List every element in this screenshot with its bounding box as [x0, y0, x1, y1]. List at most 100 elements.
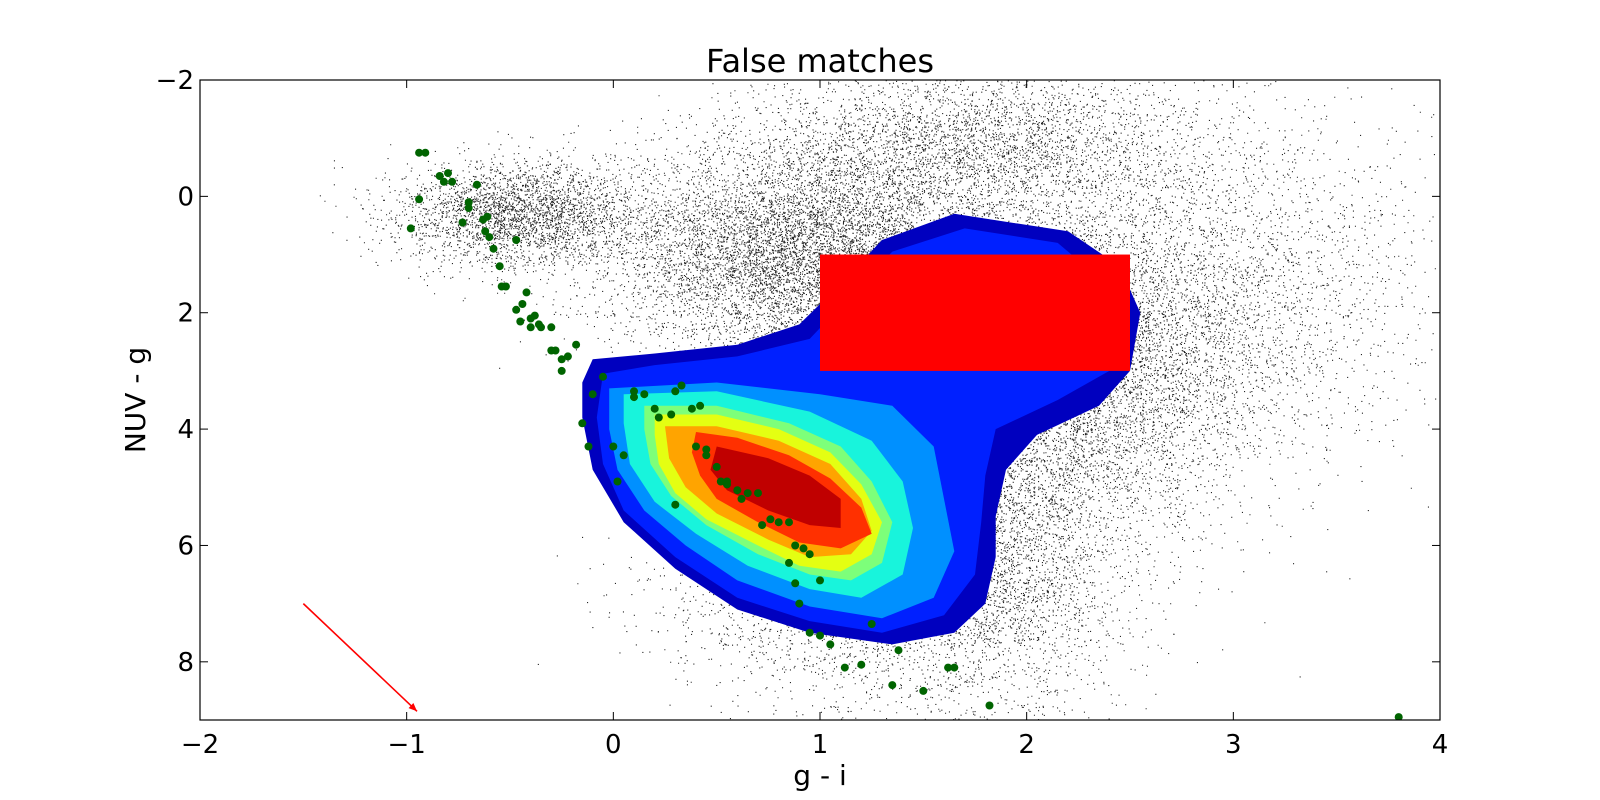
stellar-locus-point — [671, 500, 680, 509]
stellar-locus-point — [650, 404, 659, 413]
stellar-locus-point — [415, 148, 424, 157]
x-tick-label: 3 — [1225, 730, 1242, 760]
stellar-locus-point — [472, 180, 481, 189]
stellar-locus-point — [415, 195, 424, 204]
stellar-locus-point — [867, 620, 876, 628]
stellar-locus-point — [754, 489, 762, 498]
stellar-locus-point — [547, 346, 556, 355]
stellar-locus-point — [774, 518, 783, 527]
y-tick-label: 8 — [177, 648, 194, 678]
stellar-locus-point — [421, 148, 430, 157]
stellar-locus-point — [518, 300, 527, 308]
stellar-locus-point — [435, 172, 444, 180]
stellar-locus-point — [894, 646, 903, 655]
stellar-locus-point — [516, 317, 525, 326]
background-points-layer — [319, 80, 1440, 720]
stellar-locus-point — [584, 442, 593, 451]
stellar-locus-point — [640, 390, 649, 399]
y-tick-label: −2 — [156, 66, 194, 96]
arrow-layer — [302, 603, 418, 712]
stellar-locus-point — [785, 558, 793, 567]
stellar-locus-point — [609, 442, 618, 451]
stellar-locus-point — [944, 663, 953, 672]
stellar-locus-point — [667, 410, 676, 419]
x-tick-label: 2 — [1018, 730, 1035, 760]
x-axis-label: g - i — [793, 759, 846, 792]
stellar-locus-point — [840, 663, 849, 672]
stellar-locus-point — [737, 494, 746, 503]
stellar-locus-point — [572, 340, 581, 349]
stellar-locus-point — [733, 486, 742, 495]
stellar-locus-point — [677, 381, 686, 390]
x-axis-ticks: −2 −1 0 1 2 3 4 — [181, 80, 1448, 760]
reddening-arrow-shaft — [302, 603, 418, 712]
stellar-locus-point — [458, 218, 467, 227]
stellar-locus-point — [919, 686, 928, 695]
stellar-locus-point — [696, 401, 705, 410]
stellar-locus-point — [483, 212, 492, 221]
stellar-locus-points-layer — [406, 148, 1403, 720]
stellar-locus-point — [547, 323, 556, 332]
stellar-locus-point — [630, 393, 638, 402]
y-axis-label: NUV - g — [119, 347, 152, 453]
stellar-locus-point — [805, 550, 814, 559]
density-contour-level-9 — [710, 446, 841, 528]
stellar-locus-point — [557, 355, 566, 364]
stellar-locus-point — [537, 323, 545, 332]
stellar-locus-point — [578, 419, 587, 428]
stellar-locus-point — [512, 236, 521, 244]
stellar-locus-point — [985, 701, 994, 710]
stellar-locus-point — [1394, 713, 1403, 720]
y-axis-ticks: −2 0 2 4 6 8 — [156, 66, 1440, 678]
stellar-locus-point — [526, 323, 535, 332]
stellar-locus-point — [723, 477, 731, 486]
stellar-locus-point — [671, 387, 680, 396]
stellar-locus-point — [526, 314, 535, 323]
stellar-locus-point — [791, 541, 800, 550]
stellar-locus-point — [464, 198, 473, 207]
stellar-locus-point — [816, 576, 824, 585]
stellar-locus-point — [630, 387, 638, 396]
selection-box — [820, 254, 1130, 371]
stellar-locus-point — [799, 544, 808, 553]
stellar-locus-point — [522, 288, 531, 297]
x-tick-label: 1 — [812, 730, 829, 760]
stellar-locus-point — [406, 224, 415, 233]
stellar-locus-point — [716, 477, 725, 486]
x-tick-label: 4 — [1432, 730, 1449, 760]
stellar-locus-point — [464, 204, 473, 212]
stellar-locus-point — [743, 489, 752, 498]
stellar-locus-point — [687, 404, 696, 413]
background-point-cluster — [319, 132, 751, 313]
stellar-locus-point — [495, 262, 504, 271]
stellar-locus-point — [489, 244, 498, 253]
stellar-locus-point — [766, 515, 775, 524]
y-tick-label: 6 — [177, 531, 194, 561]
chart-title: False matches — [706, 42, 934, 80]
x-tick-label: 0 — [605, 730, 622, 760]
stellar-locus-point — [826, 640, 835, 649]
y-tick-label: 2 — [177, 299, 194, 329]
stellar-locus-point — [712, 462, 721, 471]
reddening-arrow-head — [408, 703, 417, 712]
stellar-locus-point — [501, 282, 510, 291]
selection-box-layer — [820, 254, 1130, 371]
stellar-locus-point — [619, 451, 628, 460]
stellar-locus-point — [599, 372, 607, 381]
stellar-locus-point — [950, 663, 959, 672]
y-tick-label: 0 — [177, 182, 194, 212]
stellar-locus-point — [439, 177, 448, 186]
stellar-locus-point — [785, 518, 793, 527]
stellar-locus-point — [702, 445, 711, 454]
stellar-locus-point — [758, 521, 767, 530]
stellar-locus-point — [805, 628, 814, 637]
y-tick-label: 4 — [177, 415, 194, 445]
stellar-locus-point — [444, 169, 452, 178]
x-tick-label: −1 — [388, 730, 426, 760]
stellar-locus-point — [448, 177, 457, 186]
stellar-locus-point — [791, 579, 800, 588]
stellar-locus-point — [613, 477, 622, 486]
stellar-locus-point — [557, 366, 566, 375]
stellar-locus-point — [654, 413, 663, 422]
